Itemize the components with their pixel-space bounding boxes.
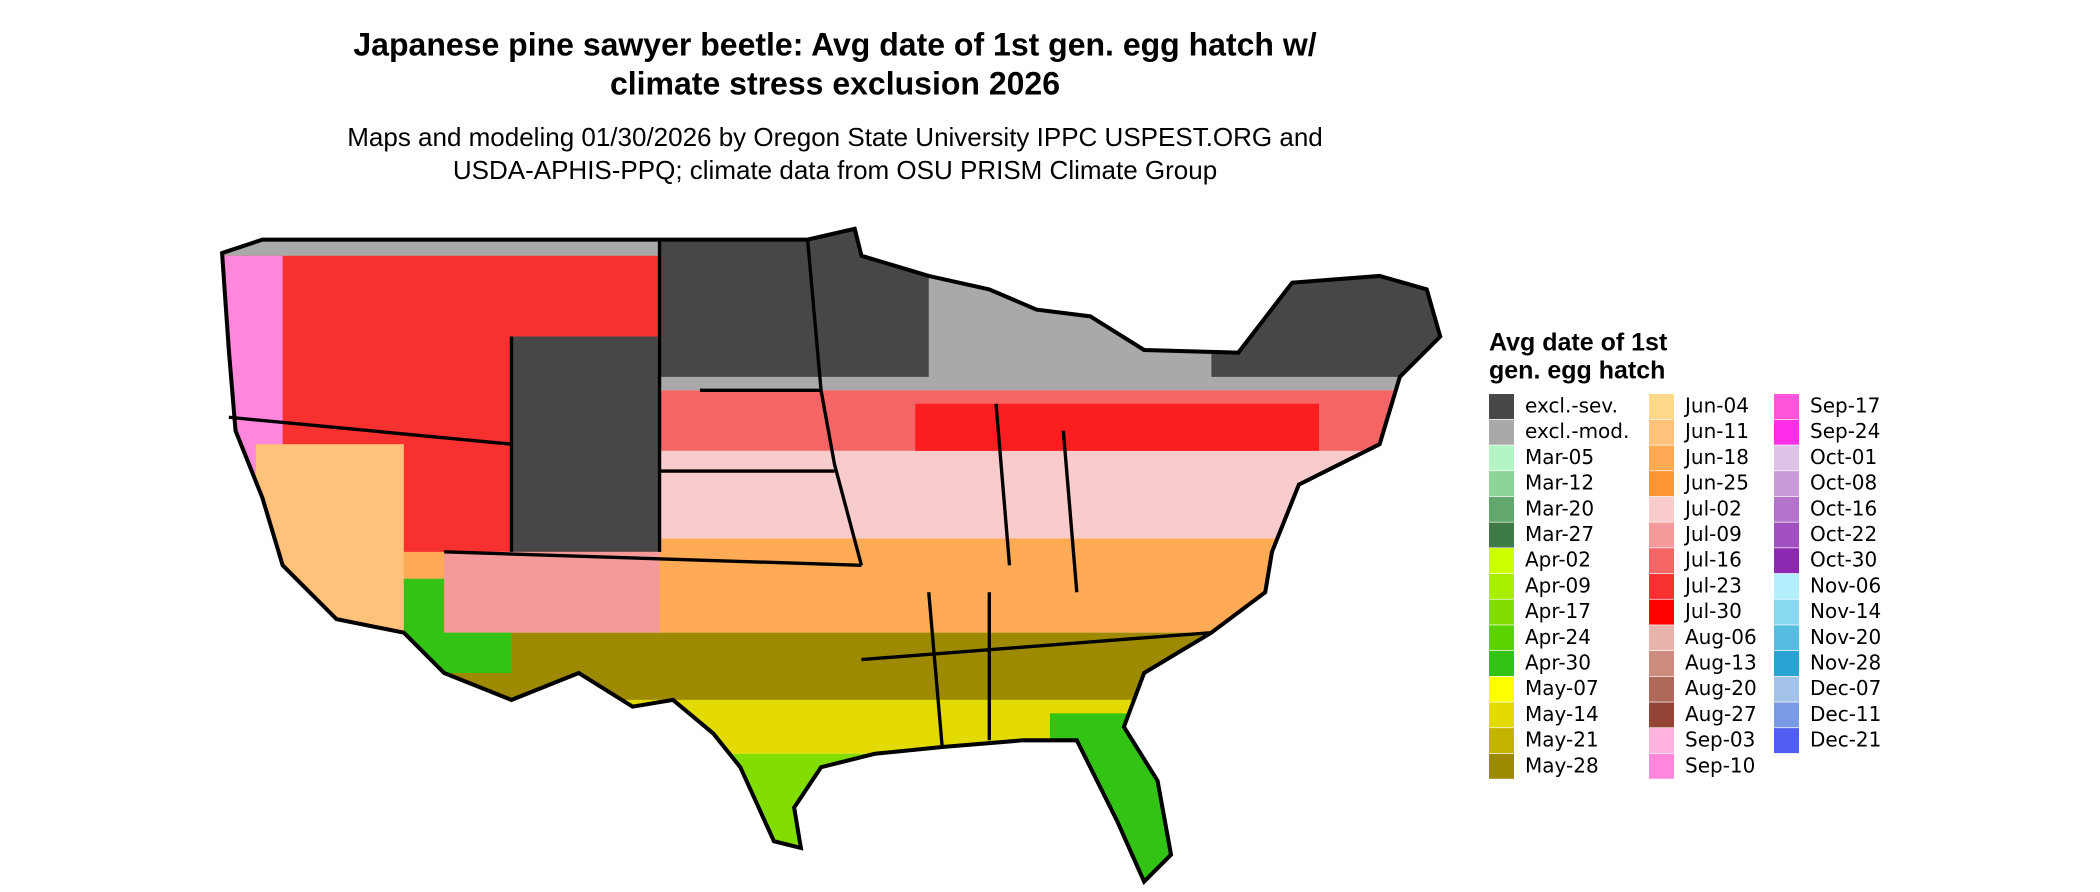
legend-label: excl.-sev. [1525, 394, 1618, 418]
legend-swatch [1649, 471, 1674, 497]
legend-swatch [1774, 651, 1799, 676]
legend-label: Dec-11 [1810, 702, 1881, 726]
legend-label: Jun-25 [1683, 471, 1749, 495]
state-borders [228, 239, 1212, 748]
legend-label: Jun-11 [1683, 419, 1749, 443]
legend-label: Jul-02 [1683, 496, 1742, 520]
legend-swatch [1774, 548, 1799, 574]
legend-label: excl.-mod. [1525, 419, 1629, 443]
subtitle: Maps and modeling 01/30/2026 by Oregon S… [347, 122, 1323, 152]
legend-label: Oct-01 [1810, 445, 1877, 469]
legend-swatch [1489, 651, 1514, 676]
legend-swatch [1649, 573, 1674, 599]
legend-label: Sep-24 [1810, 419, 1880, 443]
legend-label: Dec-07 [1810, 676, 1881, 700]
legend-label: Aug-13 [1685, 651, 1757, 675]
legend-swatch [1774, 573, 1799, 599]
legend-swatch [1489, 419, 1514, 445]
legend-swatch [1489, 702, 1514, 728]
legend-label: May-28 [1525, 753, 1599, 777]
legend-swatch [1649, 625, 1674, 651]
legend-swatch [1489, 599, 1514, 625]
legend-label: Sep-17 [1810, 394, 1880, 418]
legend-swatch [1774, 728, 1799, 754]
legend-swatch [1649, 445, 1674, 471]
legend-swatch [1649, 753, 1674, 779]
legend-label: Mar-27 [1525, 522, 1594, 546]
legend-swatch [1649, 496, 1674, 522]
legend-swatch [1774, 625, 1799, 651]
legend-label: Jul-23 [1683, 573, 1742, 597]
legend-label: May-21 [1525, 728, 1599, 752]
legend-label: Aug-06 [1685, 625, 1757, 649]
legend-label: Nov-28 [1810, 651, 1881, 675]
legend-swatch [1774, 676, 1799, 702]
legend-swatch [1489, 625, 1514, 651]
legend-swatch [1649, 522, 1674, 548]
legend-label: Jun-04 [1683, 394, 1749, 418]
legend-swatch [1774, 445, 1799, 471]
legend-label: Oct-16 [1810, 496, 1877, 520]
legend-label: Nov-14 [1810, 599, 1881, 623]
subtitle: USDA-APHIS-PPQ; climate data from OSU PR… [453, 155, 1217, 185]
legend-swatch [1489, 548, 1514, 574]
legend-label: Oct-08 [1810, 471, 1877, 495]
legend: excl.-sev.excl.-mod.Mar-05Mar-12Mar-20Ma… [1489, 394, 1881, 779]
country-outline [219, 226, 1443, 886]
legend-label: Nov-06 [1810, 573, 1881, 597]
legend-swatch [1649, 599, 1674, 625]
legend-label: Jul-16 [1683, 548, 1742, 572]
legend-label: Sep-03 [1685, 728, 1755, 752]
legend-label: Apr-30 [1525, 651, 1591, 675]
legend-swatch [1649, 676, 1674, 702]
legend-swatch [1489, 445, 1514, 471]
legend-label: Mar-20 [1525, 496, 1594, 520]
legend-swatch [1489, 496, 1514, 522]
legend-swatch [1649, 651, 1674, 676]
legend-title: Avg date of 1st [1489, 329, 1668, 357]
legend-label: Mar-05 [1525, 445, 1594, 469]
legend-label: Apr-02 [1525, 548, 1591, 572]
legend-label: Sep-10 [1685, 753, 1755, 777]
legend-swatch [1489, 522, 1514, 548]
legend-swatch [1774, 394, 1799, 419]
legend-swatch [1489, 573, 1514, 599]
legend-label: Aug-20 [1685, 676, 1757, 700]
legend-swatch [1774, 419, 1799, 445]
legend-swatch [1489, 471, 1514, 497]
legend-swatch [1774, 702, 1799, 728]
legend-label: Mar-12 [1525, 471, 1594, 495]
legend-swatch [1649, 394, 1674, 419]
legend-label: Apr-24 [1525, 625, 1591, 649]
legend-swatch [1489, 728, 1514, 754]
legend-swatch [1649, 728, 1674, 754]
legend-label: May-14 [1525, 702, 1599, 726]
map [222, 228, 1441, 882]
legend-label: Aug-27 [1685, 702, 1757, 726]
legend-swatch [1774, 496, 1799, 522]
title: climate stress exclusion 2026 [610, 65, 1060, 101]
legend-label: Jul-09 [1683, 522, 1742, 546]
legend-swatch [1649, 548, 1674, 574]
legend-swatch [1489, 394, 1514, 419]
legend-label: Oct-22 [1810, 522, 1877, 546]
legend-label: Jun-18 [1683, 445, 1749, 469]
title: Japanese pine sawyer beetle: Avg date of… [353, 26, 1316, 62]
legend-label: Dec-21 [1810, 728, 1881, 752]
legend-swatch [1489, 753, 1514, 779]
legend-swatch [1649, 702, 1674, 728]
legend-swatch [1489, 676, 1514, 702]
legend-label: Oct-30 [1810, 548, 1877, 572]
legend-swatch [1774, 471, 1799, 497]
legend-swatch [1774, 522, 1799, 548]
legend-label: Nov-20 [1810, 625, 1881, 649]
legend-label: May-07 [1525, 676, 1599, 700]
legend-label: Apr-09 [1525, 573, 1591, 597]
legend-swatch [1774, 599, 1799, 625]
legend-label: Apr-17 [1525, 599, 1591, 623]
legend-title: gen. egg hatch [1489, 357, 1665, 385]
legend-label: Jul-30 [1683, 599, 1742, 623]
legend-swatch [1649, 419, 1674, 445]
